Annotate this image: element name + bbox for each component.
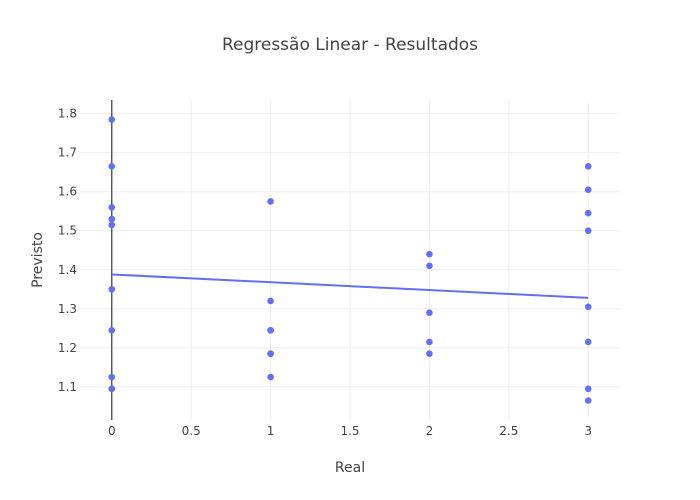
y-tick-label: 1.3 <box>58 302 77 316</box>
data-point <box>426 350 433 357</box>
data-point <box>584 385 592 393</box>
x-tick-label: 2 <box>426 424 434 438</box>
y-tick-label: 1.5 <box>58 224 77 238</box>
data-point <box>108 163 116 170</box>
data-point <box>584 163 592 170</box>
y-tick-label: 1.1 <box>58 380 77 394</box>
x-tick-label: 1.5 <box>340 424 359 438</box>
data-point <box>108 373 116 381</box>
y-tick-label: 1.4 <box>58 263 77 277</box>
data-point <box>584 303 592 311</box>
y-tick-label: 1.8 <box>58 107 77 121</box>
data-point <box>584 227 592 235</box>
data-point <box>108 221 116 229</box>
y-tick-label: 1.6 <box>58 185 77 199</box>
data-point <box>426 309 433 316</box>
y-tick-labels: 1.1 1.2 1.3 1.4 1.5 1.6 1.7 1.8 <box>58 107 77 394</box>
y-axis-title: Previsto <box>30 232 46 288</box>
data-point <box>267 350 274 357</box>
x-axis-title: Real <box>335 460 365 476</box>
fit-line-layer <box>111 273 589 299</box>
data-point <box>584 209 592 217</box>
data-point <box>584 186 592 194</box>
data-point <box>108 285 116 293</box>
x-tick-labels: 0 0.5 1 1.5 2 2.5 3 <box>108 424 592 438</box>
x-tick-label: 2.5 <box>499 424 518 438</box>
data-point <box>584 397 592 404</box>
data-point <box>267 373 274 381</box>
data-point <box>267 198 274 205</box>
x-tick-label: 0.5 <box>182 424 201 438</box>
chart-title: Regressão Linear - Resultados <box>222 35 478 55</box>
data-point <box>108 326 116 334</box>
data-point <box>108 116 116 123</box>
points-layer <box>108 116 592 404</box>
data-point <box>267 297 274 305</box>
x-tick-label: 3 <box>584 424 592 438</box>
data-point <box>108 385 116 393</box>
x-tick-label: 0 <box>108 424 116 438</box>
regression-line <box>111 273 589 299</box>
data-point <box>108 204 116 211</box>
x-tick-label: 1 <box>267 424 275 438</box>
data-point <box>426 262 433 270</box>
y-tick-label: 1.2 <box>58 341 77 355</box>
data-point <box>267 326 274 334</box>
data-point <box>584 338 592 346</box>
grid-layer <box>80 100 620 420</box>
data-point <box>426 338 433 346</box>
data-point <box>108 215 116 223</box>
y-tick-label: 1.7 <box>58 146 77 160</box>
data-point <box>426 250 433 258</box>
